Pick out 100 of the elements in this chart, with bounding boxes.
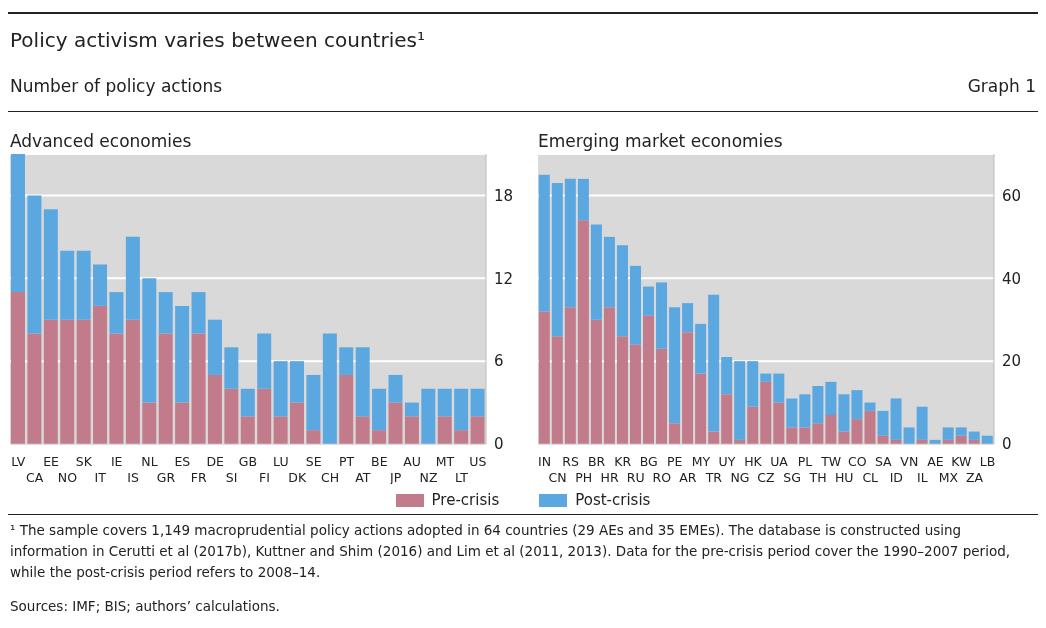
text: Policy activism varies between countries¹	[10, 28, 425, 52]
bar	[786, 427, 798, 444]
x-tick-label: TH	[808, 470, 827, 485]
y-tick-label: 20	[1002, 352, 1022, 371]
bar	[355, 416, 370, 444]
bar	[643, 315, 655, 444]
bar	[207, 319, 222, 375]
x-tick-label: HR	[600, 470, 620, 485]
bar	[629, 344, 641, 444]
bar	[273, 361, 288, 417]
bar	[454, 430, 469, 444]
bar	[695, 323, 707, 374]
bar	[339, 374, 354, 444]
text: ¹ The sample covers 1,149 macroprudential policy actions adopted in 64 countries (29 AEs and 35 EMEs). The database is constructed using information in Cerutti et al (2017b), Kuttner and Shim (2016) and Lim et al (2011, 2013). Data for the pre-crisis period cover the 1990–2007 period, while the post-crisis period refers to 2008–14.	[10, 522, 1011, 580]
bar	[656, 282, 668, 349]
bar	[355, 347, 370, 417]
bar	[93, 305, 108, 444]
x-tick-label: SE	[305, 454, 322, 469]
bar	[851, 390, 863, 420]
bar	[175, 305, 190, 403]
x-tick-label: RU	[626, 470, 645, 485]
bar	[388, 402, 403, 444]
x-tick-label: MY	[691, 454, 711, 469]
bar	[590, 224, 602, 320]
bar	[60, 319, 75, 444]
x-tick-label: NO	[57, 470, 78, 485]
bar	[799, 394, 811, 428]
bar	[404, 416, 419, 444]
x-tick-label: NG	[730, 470, 750, 485]
y-tick-label: 6	[494, 352, 504, 371]
bar	[125, 319, 140, 444]
x-tick-label: IE	[110, 454, 123, 469]
x-tick-label: EE	[43, 454, 60, 469]
text: Number of policy actions	[10, 76, 223, 96]
x-tick-label: AR	[679, 470, 697, 485]
bar	[175, 402, 190, 444]
x-tick-label: TW	[820, 454, 842, 469]
bar	[257, 388, 272, 444]
x-tick-label: PH	[575, 470, 593, 485]
chart-title: Emerging market economies	[538, 130, 784, 153]
x-tick-label: US	[469, 454, 487, 469]
bar	[60, 250, 75, 320]
x-tick-label: KW	[951, 454, 972, 469]
x-tick-label: BG	[639, 454, 658, 469]
bar	[825, 415, 837, 444]
bar	[864, 402, 876, 411]
bar	[142, 402, 157, 444]
x-tick-label: BE	[371, 454, 388, 469]
bar	[470, 416, 485, 444]
x-tick-label: GB	[238, 454, 258, 469]
bar	[306, 430, 321, 444]
bar	[616, 245, 628, 337]
bar	[616, 336, 628, 444]
bar	[564, 307, 576, 444]
x-tick-label: GR	[156, 470, 176, 485]
bar	[734, 361, 746, 440]
bar	[577, 220, 589, 444]
bar	[306, 374, 321, 431]
bar	[125, 236, 140, 320]
x-tick-label: SG	[783, 470, 801, 485]
x-tick-label: LT	[454, 470, 469, 485]
bar	[643, 286, 655, 316]
source-note: Sources: IMF; BIS; authors’ calculations.	[10, 598, 280, 614]
bar	[916, 406, 928, 440]
y-tick-label: 40	[1002, 269, 1022, 288]
bar	[470, 388, 485, 417]
bar	[877, 410, 889, 436]
x-tick-label: IN	[537, 454, 552, 469]
bar	[109, 292, 124, 334]
x-tick-label: DE	[206, 454, 225, 469]
x-tick-label: IS	[127, 470, 139, 485]
legend-label: Pre-crisis	[431, 491, 500, 509]
bar	[43, 209, 58, 320]
bar	[142, 278, 157, 403]
x-tick-label: BR	[588, 454, 606, 469]
bar	[747, 406, 759, 444]
x-tick-label: DK	[288, 470, 307, 485]
bar	[240, 388, 255, 417]
bar	[551, 183, 563, 337]
bar	[577, 178, 589, 221]
bar	[851, 419, 863, 444]
x-tick-label: TR	[704, 470, 723, 485]
x-tick-label: AE	[927, 454, 944, 469]
bar	[437, 416, 452, 444]
bar	[404, 402, 419, 417]
bar	[421, 388, 436, 444]
x-tick-label: FR	[190, 470, 207, 485]
bar	[240, 416, 255, 444]
x-tick-label: UY	[718, 454, 736, 469]
bar	[838, 394, 850, 432]
bar	[224, 347, 239, 389]
bar	[825, 381, 837, 415]
x-tick-label: PL	[797, 454, 813, 469]
x-tick-label: LB	[979, 454, 996, 469]
x-tick-label: IL	[917, 470, 928, 485]
bar	[603, 236, 615, 308]
bar	[812, 423, 824, 444]
bar	[603, 307, 615, 444]
bar	[682, 332, 694, 444]
bar	[799, 427, 811, 444]
